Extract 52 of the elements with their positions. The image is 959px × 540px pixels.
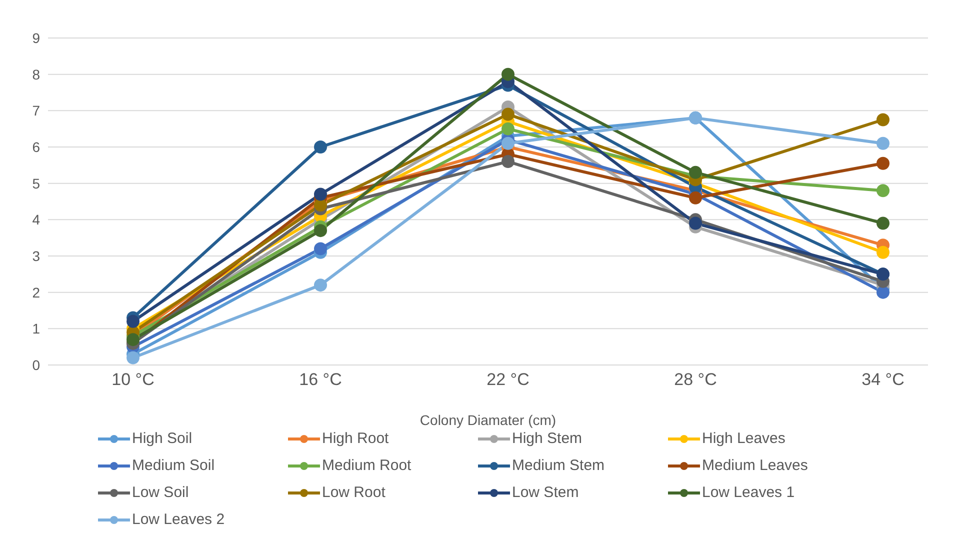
point [126,351,140,364]
y-tick-label: 6 [32,138,40,155]
point [502,68,514,81]
legend-label: Low Stem [512,484,579,501]
point [876,246,890,259]
legend-label: Low Leaves 2 [132,511,225,528]
x-tick-label: 28 °C [674,370,717,390]
legend-label: Medium Root [322,457,412,474]
x-tick-label: 10 °C [112,370,154,390]
point [314,188,327,201]
point [876,113,890,126]
point [876,216,890,230]
legend-label: Low Root [322,484,386,501]
legend-label: Medium Leaves [702,457,808,474]
y-tick-label: 5 [32,175,40,192]
y-tick-label: 4 [32,212,40,228]
point [502,136,514,150]
y-tick-label: 1 [32,320,40,337]
y-tick-label: 7 [32,102,40,119]
point [876,184,890,198]
point [314,198,327,212]
y-tick-label: 8 [32,66,40,82]
point [876,286,890,299]
point [314,278,327,292]
y-tick-label: 3 [32,248,40,264]
y-tick-label: 2 [32,284,40,300]
point [502,122,514,136]
x-tick-label: 22 °C [486,370,530,390]
x-axis-title: Colony Diamater (cm) [420,412,556,428]
point [876,136,890,150]
point [126,314,140,328]
legend-label: High Stem [512,430,582,447]
point [314,224,327,238]
legend-label: High Root [322,430,389,447]
point [689,216,702,230]
legend-label: Low Soil [132,484,189,501]
point [689,191,702,204]
y-tick-label: 9 [32,30,40,46]
point [502,155,514,168]
point [876,156,890,170]
x-tick-label: 34 °C [862,370,904,390]
x-tick-label: 16 °C [299,370,342,390]
point [502,108,514,121]
point [314,140,327,154]
y-tick-label: 0 [32,356,40,373]
legend-label: Low Leaves 1 [702,484,795,501]
legend-label: High Leaves [702,430,786,447]
legend-label: Medium Soil [132,457,215,474]
legend-label: Medium Stem [512,457,605,474]
legend-label: High Soil [132,430,192,447]
point [689,166,702,179]
point [314,242,327,256]
